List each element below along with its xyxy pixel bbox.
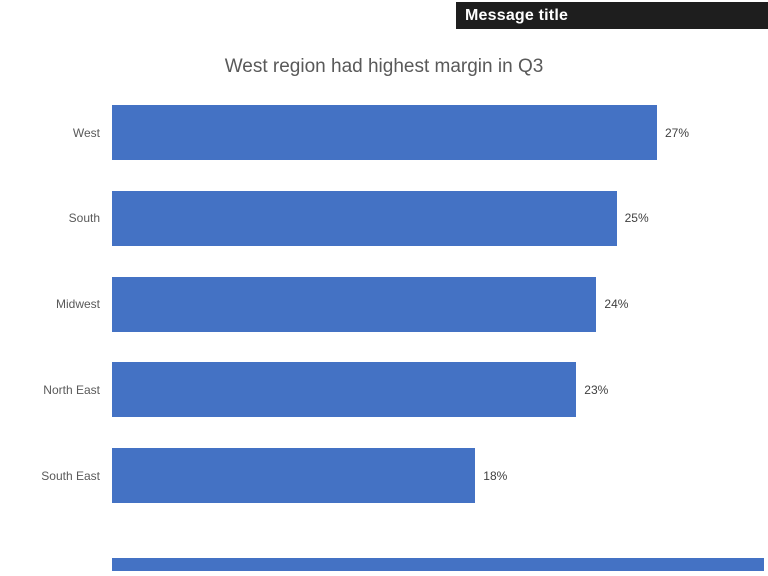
category-label: South East (41, 468, 100, 483)
bar-chart: West 27% South 25% Midwest 24% North East 23% So… (0, 105, 768, 503)
value-label: 25% (624, 211, 649, 226)
category-label: North East (43, 382, 100, 397)
value-label: 23% (584, 382, 609, 397)
chart-title: West region had highest margin in Q3 (224, 56, 544, 77)
message-title-box: Message title (456, 2, 768, 29)
chart-row: South East 18% (0, 448, 768, 503)
bar-west (112, 105, 657, 160)
footer-accent-bar (112, 558, 764, 571)
value-label: 24% (604, 297, 629, 311)
bar-north-east (112, 362, 577, 418)
chart-row: South 25% (0, 190, 768, 246)
bar-south (112, 190, 617, 246)
bar-midwest (112, 276, 597, 332)
chart-row: West 27% (0, 105, 768, 160)
category-label: Midwest (55, 297, 100, 311)
message-title: Message title (465, 6, 569, 24)
category-label: West (72, 125, 100, 140)
bar-south-east (112, 448, 476, 503)
value-label: 18% (483, 468, 508, 483)
value-label: 27% (665, 125, 690, 140)
chart-row: North East 23% (0, 362, 768, 418)
category-label: South (68, 211, 100, 226)
chart-row: Midwest 24% (0, 276, 768, 332)
